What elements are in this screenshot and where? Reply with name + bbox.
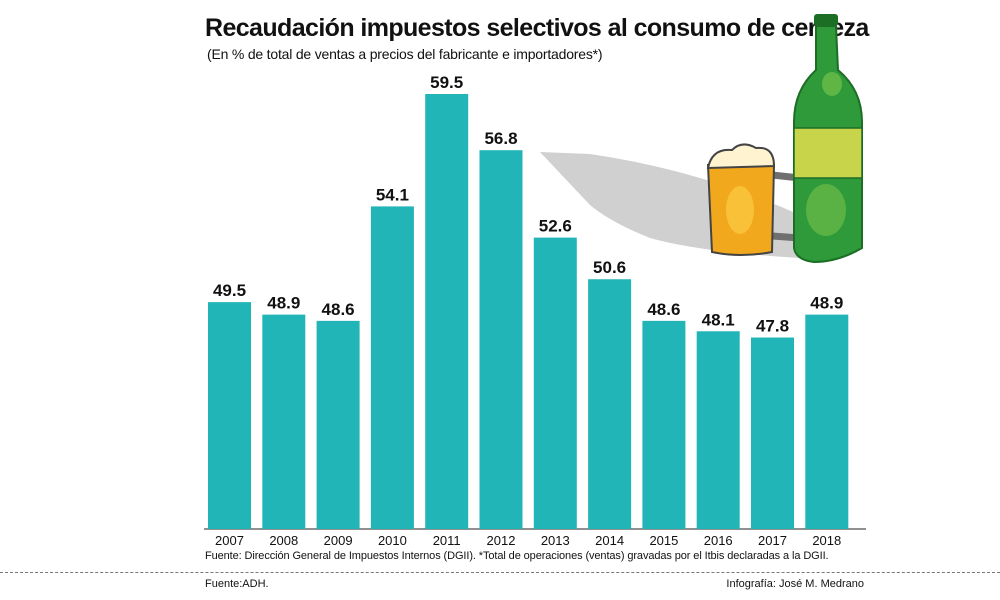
value-label-2007: 49.5 [213,281,246,300]
bar-2013 [533,237,577,530]
value-label-2011: 59.5 [430,73,463,92]
value-label-2015: 48.6 [647,300,680,319]
value-label-2016: 48.1 [702,310,735,329]
bar-2009 [316,320,360,529]
value-label-2017: 47.8 [756,317,789,336]
bar-2018 [805,314,849,529]
beer-mug-icon [706,143,804,256]
bar-2017 [751,337,794,529]
x-tick-label-2009: 2009 [324,533,353,548]
bar-2008 [262,314,306,529]
bars-layer [208,94,849,530]
x-tick-label-2012: 2012 [487,533,516,548]
footer-divider [0,572,1000,573]
bar-chart: 49.5 48.9 48.6 54.1 59.5 56.8 52.6 50.6 48.6 48.1… [204,73,866,548]
value-label-2010: 54.1 [376,185,409,204]
x-tick-label-2014: 2014 [595,533,624,548]
x-tick-labels-layer: 2007 2008 2009 2010 2011 2012 2013 2014 2015 2016… [215,533,841,548]
x-tick-label-2010: 2010 [378,533,407,548]
bar-2014 [588,279,632,529]
value-labels-layer: 49.5 48.9 48.6 54.1 59.5 56.8 52.6 50.6 48.6 48.1… [213,73,843,336]
footer-source: Fuente:ADH. [205,578,269,590]
value-label-2014: 50.6 [593,258,626,277]
bar-2007 [208,302,251,529]
value-label-2018: 48.9 [810,294,843,313]
x-tick-label-2015: 2015 [649,533,678,548]
footer-credit: Infografía: José M. Medrano [726,578,864,590]
chart-subtitle: (En % de total de ventas a precios del f… [207,46,603,62]
value-label-2008: 48.9 [267,294,300,313]
bar-2012 [479,150,523,529]
x-tick-label-2008: 2008 [269,533,298,548]
bar-2016 [696,331,740,529]
x-tick-label-2018: 2018 [812,533,841,548]
x-tick-label-2013: 2013 [541,533,570,548]
footnote: Fuente: Dirección General de Impuestos I… [205,550,829,562]
chart-title: Recaudación impuestos selectivos al cons… [205,14,869,42]
bar-2015 [642,320,686,529]
bar-2010 [370,206,414,530]
value-label-2012: 56.8 [484,129,517,148]
beer-bottle-icon [793,14,863,264]
bar-2011 [425,94,469,529]
x-tick-label-2011: 2011 [433,533,461,548]
value-label-2009: 48.6 [322,300,355,319]
x-tick-label-2017: 2017 [758,533,787,548]
value-label-2013: 52.6 [539,217,572,236]
beer-illustration [540,14,863,264]
x-tick-label-2016: 2016 [704,533,733,548]
x-tick-label-2007: 2007 [215,533,244,548]
